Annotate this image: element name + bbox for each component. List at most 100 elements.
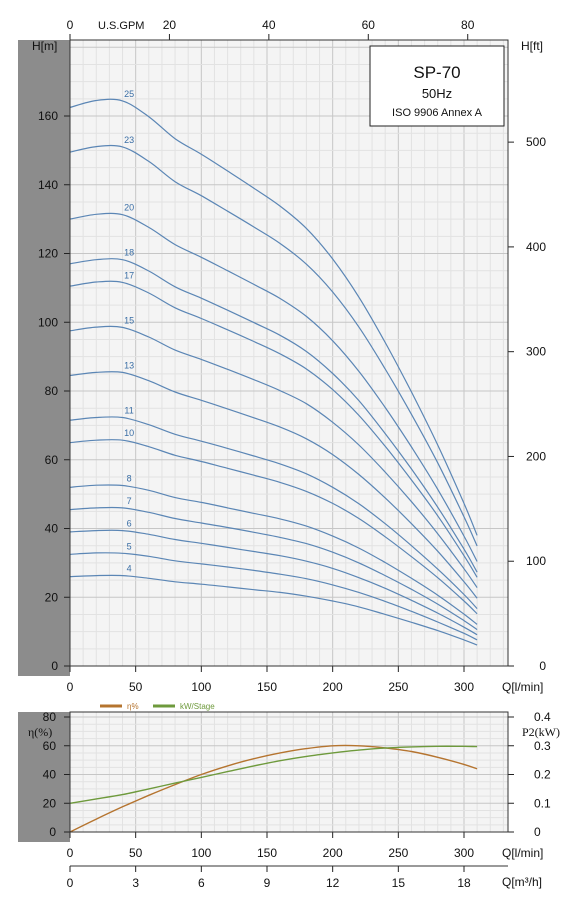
head-curve-17	[69, 280, 478, 578]
eff-tick-label: 40	[43, 768, 57, 782]
eff-tick-label: 80	[43, 710, 57, 724]
eff-tick-label: 20	[43, 796, 57, 810]
m3h-tick-label: 6	[198, 876, 205, 890]
head-curve-7	[69, 506, 478, 631]
x-tick-label: 200	[323, 680, 343, 694]
m3h-tick-label: 18	[457, 876, 471, 890]
curve-label-13: 13	[124, 360, 134, 370]
m3h-tick-label: 15	[392, 876, 406, 890]
y-tick-label: 80	[45, 384, 59, 398]
x-tick-label: 200	[323, 846, 343, 860]
power-curve	[69, 745, 478, 804]
head-curve-8	[69, 484, 478, 625]
top-plot-background	[70, 40, 508, 666]
head-curve-20	[69, 212, 478, 562]
legend-efficiency-label: η%	[127, 702, 139, 711]
y-right-tick-label: 300	[526, 345, 546, 359]
eff-tick-label: 0	[49, 825, 56, 839]
y-tick-label: 120	[38, 247, 58, 261]
m3h-tick-label: 3	[132, 876, 139, 890]
power-tick-label: 0.2	[534, 768, 551, 782]
title-model: SP-70	[413, 63, 460, 82]
power-tick-label: 0.3	[534, 739, 551, 753]
y-tick-label: 140	[38, 178, 58, 192]
head-curves: 25 23 20 18 17 15 13 11 10 8 7 6 5 4	[69, 89, 478, 646]
curve-label-4: 4	[127, 564, 132, 574]
m3h-tick-label: 12	[326, 876, 340, 890]
gpm-tick-label: 20	[163, 18, 177, 32]
curve-label-17: 17	[124, 270, 134, 280]
bottom-grid	[69, 712, 508, 833]
top-y-right-label: H[ft]	[521, 39, 543, 53]
head-curve-25	[69, 98, 478, 536]
curve-label-15: 15	[124, 315, 134, 325]
curve-label-7: 7	[127, 496, 132, 506]
legend-power-label: kW/Stage	[180, 702, 215, 711]
x-tick-label: 50	[129, 680, 143, 694]
y-right-tick-label: 100	[526, 554, 546, 568]
title-frequency: 50Hz	[422, 86, 452, 101]
y-tick-label: 160	[38, 109, 58, 123]
curve-label-23: 23	[124, 135, 134, 145]
curve-label-20: 20	[124, 203, 134, 213]
curve-label-18: 18	[124, 248, 134, 258]
x-tick-label: 0	[67, 846, 74, 860]
bottom-y-right-label: P2(kW)	[522, 725, 560, 739]
head-curve-13	[69, 371, 478, 599]
x-tick-label: 250	[388, 846, 408, 860]
x-tick-label: 300	[454, 846, 474, 860]
x-tick-label: 150	[257, 680, 277, 694]
y-tick-label: 20	[45, 590, 59, 604]
y-tick-label: 100	[38, 315, 58, 329]
bottom-y-left-label: η(%)	[28, 725, 52, 739]
curve-label-10: 10	[124, 428, 134, 438]
title-box-frame	[369, 45, 505, 127]
top-gpm-label: U.S.GPM	[98, 20, 144, 32]
y-right-tick-label: 0	[539, 659, 546, 673]
x-tick-label: 250	[388, 680, 408, 694]
head-curve-4	[69, 574, 478, 646]
curve-label-8: 8	[127, 474, 132, 484]
head-curve-10	[69, 439, 478, 615]
legend: η% kW/Stage	[100, 702, 215, 711]
head-curve-23	[69, 144, 478, 547]
top-plot-frame	[69, 39, 509, 667]
efficiency-curve	[69, 744, 478, 833]
curve-label-11: 11	[124, 405, 133, 415]
power-tick-label: 0.4	[534, 710, 551, 724]
curve-label-5: 5	[127, 541, 132, 551]
x-tick-label: 100	[191, 680, 211, 694]
top-grid	[69, 40, 508, 667]
bottom-x-label: Q[l/min]	[502, 846, 543, 860]
efficiency-power-curves	[69, 744, 478, 833]
title-box: SP-70 50Hz ISO 9906 Annex A	[369, 45, 505, 127]
top-y-left-label: H[m]	[32, 39, 57, 53]
x-tick-label: 0	[67, 680, 74, 694]
bottom-x-m3h-label: Q[m³/h]	[502, 875, 542, 889]
power-tick-label: 0	[534, 825, 541, 839]
y-right-tick-label: 400	[526, 240, 546, 254]
gpm-tick-label: 40	[262, 18, 276, 32]
m3h-tick-label: 9	[264, 876, 271, 890]
head-curve-18	[69, 258, 478, 573]
m3h-tick-label: 0	[67, 876, 74, 890]
bottom-plot-frame	[69, 711, 509, 833]
head-curve-5	[69, 552, 478, 641]
x-tick-label: 300	[454, 680, 474, 694]
gpm-tick-label: 60	[362, 18, 376, 32]
y-tick-label: 60	[45, 453, 59, 467]
x-tick-label: 150	[257, 846, 277, 860]
power-tick-label: 0.1	[534, 796, 551, 810]
y-tick-label: 0	[51, 659, 58, 673]
x-tick-label: 50	[129, 846, 143, 860]
x-tick-label: 100	[191, 846, 211, 860]
curve-label-6: 6	[127, 519, 132, 529]
gpm-tick-label: 0	[67, 18, 74, 32]
eff-tick-label: 60	[43, 739, 57, 753]
gpm-tick-label: 80	[461, 18, 475, 32]
y-right-tick-label: 500	[526, 135, 546, 149]
head-curve-6	[69, 529, 478, 636]
